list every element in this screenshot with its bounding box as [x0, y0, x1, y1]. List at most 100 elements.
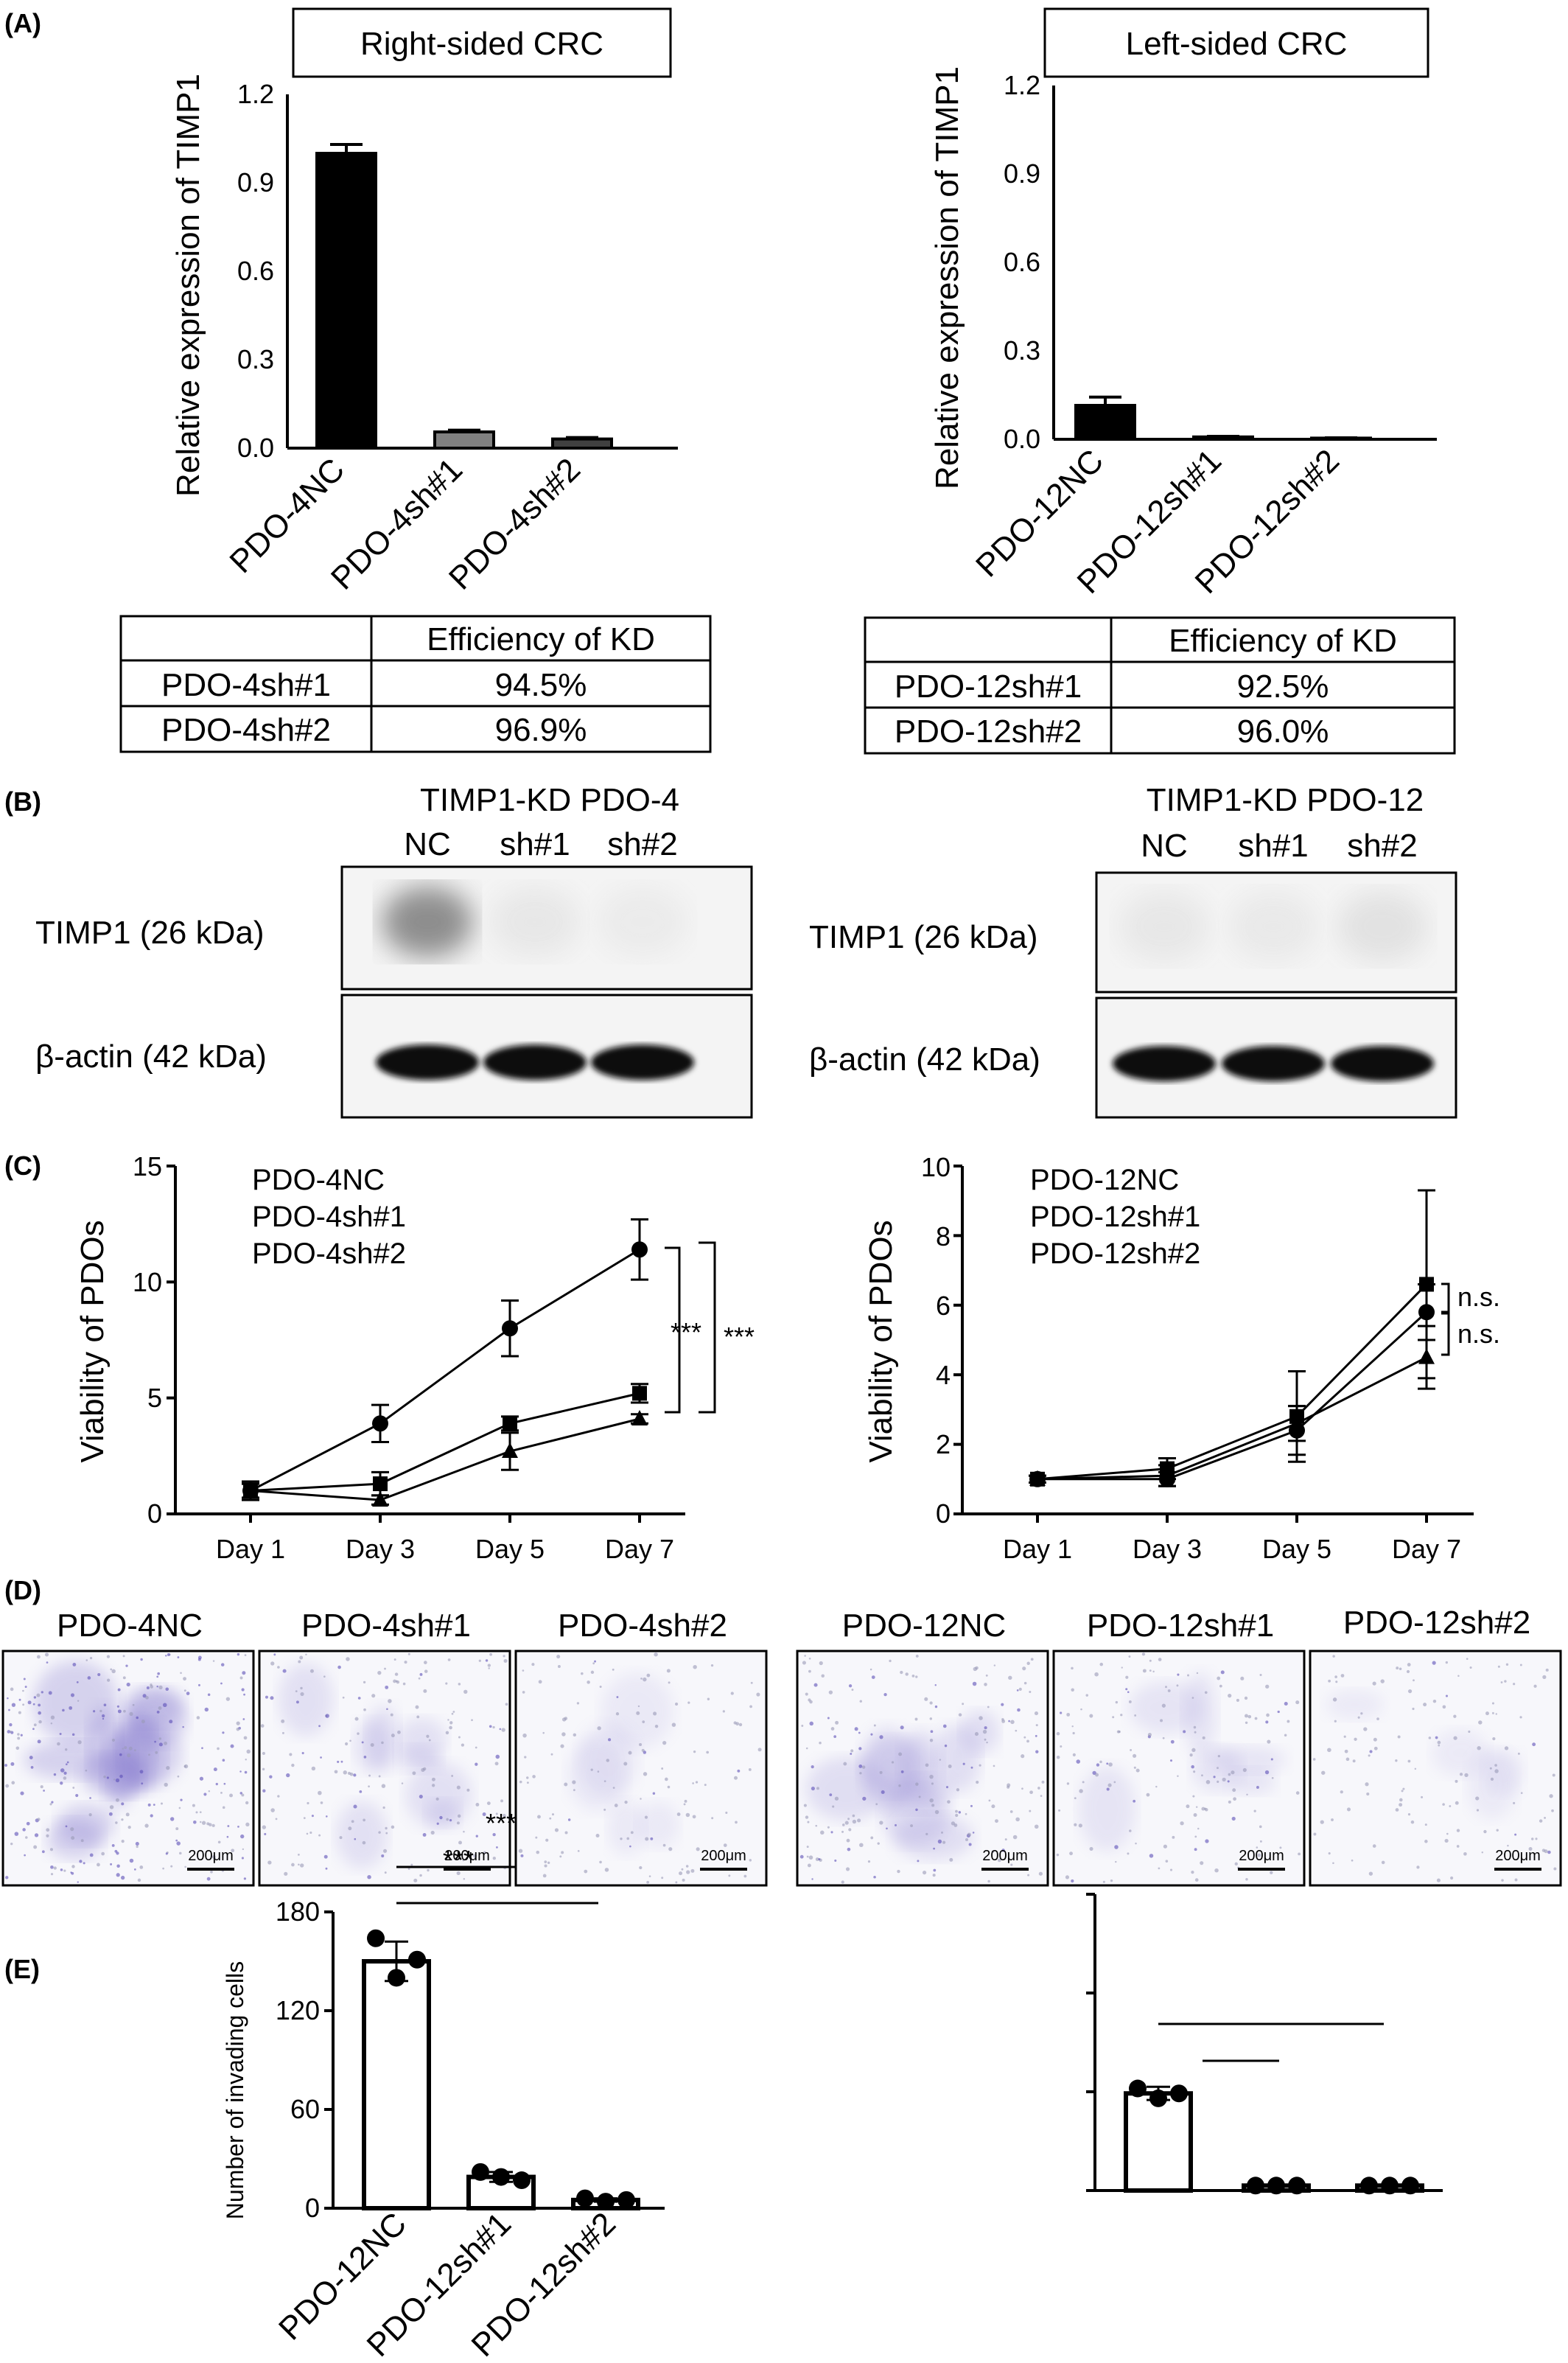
chart-c-right-ytick-1: 2 [936, 1429, 951, 1459]
micrograph-speckle-0-140 [33, 1723, 37, 1727]
micrograph-speckle-1-1 [489, 1652, 492, 1656]
micrograph-speckle-0-107 [236, 1721, 240, 1725]
micrograph-speckle-1-178 [423, 1689, 427, 1693]
micrograph-speckle-4-0 [1216, 1767, 1219, 1770]
micrograph-speckle-4-99 [1133, 1753, 1137, 1758]
micrograph-speckle-4-162 [1058, 1809, 1061, 1812]
micrograph-speckle-3-43 [813, 1683, 818, 1687]
micrograph-speckle-0-265 [244, 1770, 248, 1774]
blot-b-right-band-timp1-2 [1337, 890, 1428, 962]
micrograph-speckle-2-76 [676, 1812, 681, 1816]
micrograph-speckle-1-135 [492, 1725, 495, 1729]
micrograph-speckle-5-43 [1381, 1860, 1385, 1865]
micrograph-speckle-3-152 [808, 1698, 811, 1702]
micrograph-speckle-5-38 [1449, 1805, 1452, 1807]
micrograph-speckle-2-4 [639, 1742, 643, 1747]
micrograph-speckle-4-32 [1233, 1797, 1236, 1801]
micrograph-speckle-3-72 [1034, 1824, 1039, 1829]
micrograph-speckle-4-131 [1194, 1878, 1199, 1882]
micrograph-speckle-3-37 [1029, 1690, 1032, 1693]
micrograph-speckle-3-142 [895, 1823, 897, 1826]
micrograph-speckle-2-18 [652, 1792, 656, 1795]
chart-e-left-sig-0: *** [443, 1845, 474, 1875]
micrograph-speckle-1-54 [449, 1819, 452, 1822]
micrograph-speckle-3-23 [987, 1706, 990, 1708]
micrograph-stain-0-11 [57, 1804, 115, 1845]
micrograph-speckle-3-61 [851, 1689, 854, 1691]
micrograph-speckle-0-15 [46, 1661, 49, 1664]
chart-e-left: Number of invading cells 0 60 120 180 **… [222, 1808, 665, 2363]
micrograph-speckle-0-135 [27, 1700, 32, 1705]
blot-b-left-lane-0: NC [404, 826, 451, 862]
micrograph-speckle-0-125 [210, 1870, 213, 1874]
micrograph-speckle-0-31 [137, 1878, 141, 1882]
micrograph-speckle-5-35 [1365, 1782, 1369, 1787]
micrograph-speckle-4-139 [1277, 1710, 1280, 1714]
micrograph-speckle-3-90 [844, 1821, 849, 1825]
chart-c-right-xtick-0: Day 1 [1003, 1534, 1072, 1564]
micrograph-speckle-0-65 [117, 1688, 121, 1692]
micrograph-speckle-5-116 [1407, 1689, 1413, 1694]
micrograph-speckle-0-12 [34, 1833, 39, 1837]
micrograph-speckle-1-71 [282, 1669, 287, 1673]
table-a-left-row-0-label: PDO-4sh#1 [161, 667, 331, 703]
micrograph-speckle-1-122 [461, 1743, 465, 1747]
micrograph-speckle-0-29 [116, 1873, 120, 1877]
micrograph-speckle-3-44 [859, 1772, 862, 1775]
micrograph-speckle-1-96 [281, 1719, 285, 1723]
micrograph-speckle-0-45 [115, 1778, 120, 1783]
micrograph-speckle-2-108 [518, 1849, 523, 1853]
chart-c-right-series-line-2 [1037, 1356, 1427, 1481]
micrograph-speckle-3-70 [991, 1804, 995, 1809]
micrograph-speckle-0-78 [133, 1868, 136, 1871]
micrograph-speckle-5-61 [1328, 1679, 1331, 1683]
micrograph-speckle-5-108 [1321, 1770, 1326, 1775]
chart-c-left-point-0-1 [372, 1415, 388, 1432]
micrograph-speckle-0-196 [50, 1873, 54, 1876]
micrograph-speckle-2-73 [738, 1722, 743, 1727]
micrograph-speckle-3-67 [1035, 1724, 1038, 1727]
micrograph-speckle-1-29 [300, 1686, 303, 1690]
micrograph-speckle-0-117 [208, 1823, 212, 1826]
micrograph-speckle-0-54 [229, 1793, 233, 1798]
micrograph-speckle-2-101 [686, 1870, 690, 1874]
micrograph-speckle-0-90 [113, 1779, 116, 1781]
micrograph-speckle-5-58 [1332, 1655, 1335, 1658]
micrograph-speckle-4-33 [1142, 1669, 1147, 1673]
micrograph-speckle-3-79 [806, 1846, 809, 1849]
micrograph-speckle-3-156 [811, 1765, 814, 1769]
micrograph-speckle-3-123 [805, 1747, 808, 1750]
blot-b-left-band-timp1-1 [489, 886, 581, 957]
micrograph-speckle-0-238 [175, 1827, 179, 1831]
micrograph-speckle-5-42 [1552, 1773, 1555, 1777]
micrograph-speckle-4-6 [1128, 1700, 1132, 1703]
micrograph-speckle-2-30 [643, 1772, 648, 1776]
micrograph-speckle-2-64 [544, 1860, 547, 1863]
micrograph-speckle-5-112 [1334, 1720, 1337, 1722]
micrograph-speckle-5-110 [1459, 1773, 1463, 1776]
micrograph-speckle-0-197 [22, 1703, 25, 1706]
micrograph-speckle-5-91 [1437, 1740, 1441, 1745]
micrograph-speckle-5-122 [1457, 1675, 1460, 1678]
chart-c-left-ytick-1: 5 [147, 1383, 162, 1413]
micrograph-speckle-1-62 [377, 1670, 382, 1675]
micrograph-frame-5 [1309, 1650, 1562, 1887]
micrograph-speckle-1-171 [456, 1785, 461, 1790]
micrograph-speckle-2-132 [628, 1751, 632, 1755]
micrograph-speckle-0-151 [71, 1865, 75, 1868]
micrograph-speckle-3-26 [867, 1860, 871, 1863]
micrograph-speckle-2-133 [526, 1781, 529, 1784]
micrograph-speckle-0-259 [20, 1791, 24, 1795]
micrograph-speckle-1-85 [286, 1773, 290, 1778]
micrograph-speckle-2-50 [710, 1664, 714, 1667]
micrograph-scalebar-label-2: 200μm [701, 1848, 746, 1864]
micrograph-speckle-0-279 [50, 1865, 54, 1869]
micrograph-speckle-1-117 [265, 1695, 268, 1699]
micrograph-speckle-0-161 [156, 1710, 160, 1714]
micrograph-speckle-4-61 [1232, 1788, 1236, 1793]
micrograph-speckle-4-2 [1160, 1719, 1163, 1722]
micrographs-d: PDO-4NC PDO-4sh#1 PDO-4sh#2 PDO-12NC PDO… [1, 1605, 1562, 1887]
micrograph-speckle-0-142 [76, 1680, 79, 1683]
micrograph-speckle-1-175 [270, 1661, 275, 1666]
micrograph-speckle-0-172 [71, 1871, 74, 1875]
